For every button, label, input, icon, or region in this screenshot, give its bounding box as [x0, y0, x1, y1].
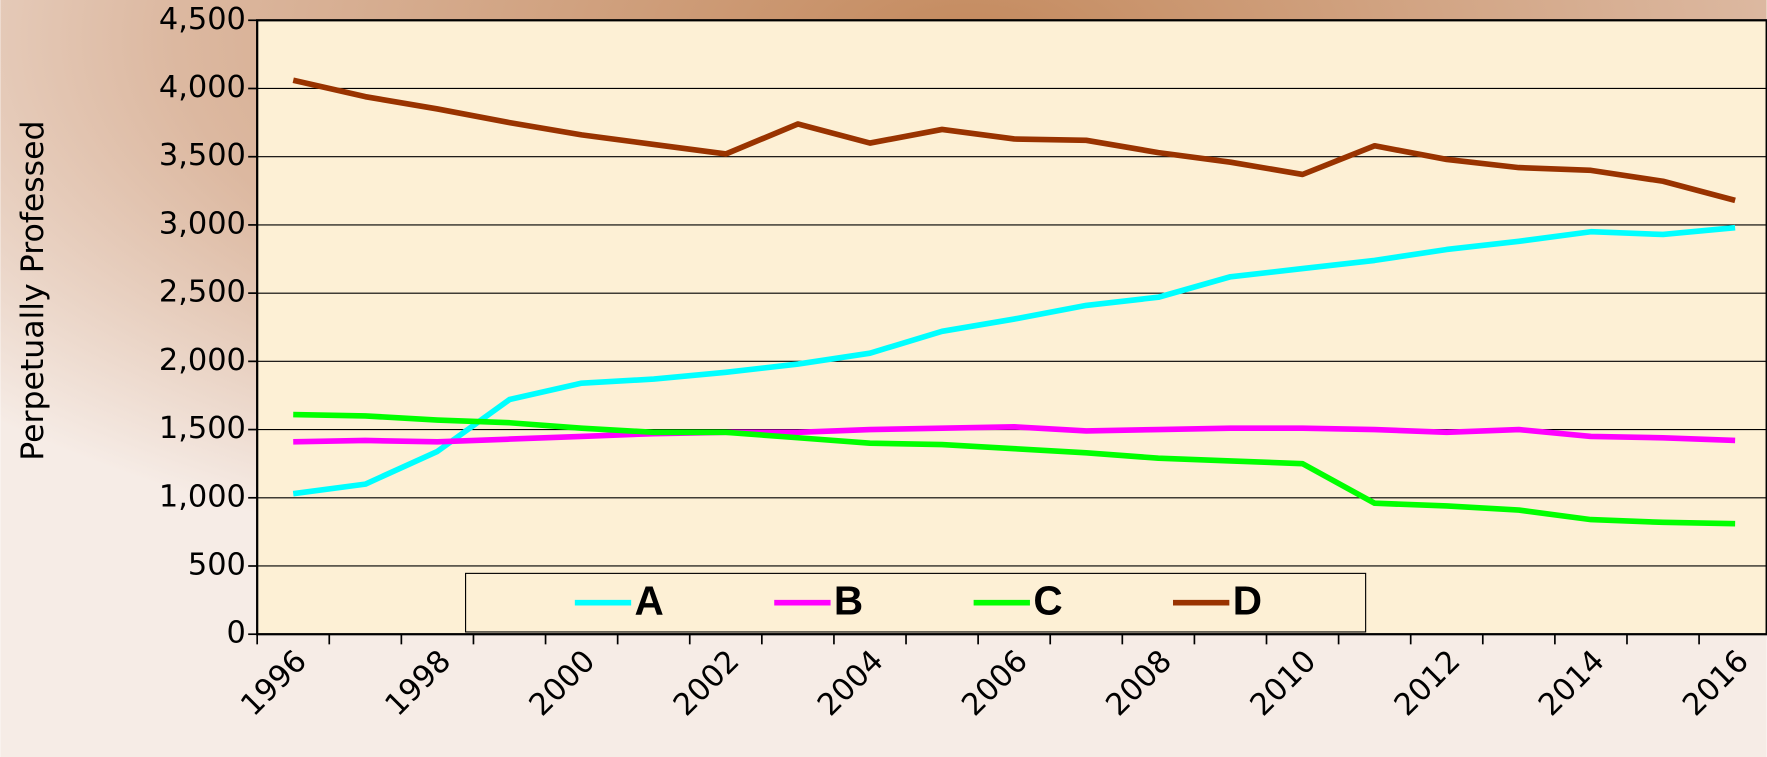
legend-label: B [834, 578, 863, 624]
y-tick-label: 4,000 [159, 70, 246, 105]
legend-label: D [1233, 578, 1262, 624]
y-tick-label: 500 [188, 547, 246, 582]
y-tick-label: 2,000 [159, 343, 246, 378]
series-line [292, 224, 1736, 497]
series-line [292, 77, 1736, 204]
y-tick-label: 3,000 [159, 206, 246, 241]
series-line [293, 424, 1736, 445]
legend-label: A [635, 578, 664, 624]
y-tick-label: 1,500 [159, 411, 246, 446]
plot-area [256, 19, 1767, 636]
legend-label: C [1033, 578, 1062, 624]
y-tick-label: 4,500 [159, 2, 246, 37]
y-tick-label: 0 [227, 616, 246, 651]
y-tick-label: 1,000 [159, 479, 246, 514]
y-tick-label: 3,500 [159, 138, 246, 173]
y-tick-label: 2,500 [159, 275, 246, 310]
series-line [293, 411, 1736, 527]
y-axis-label: Perpetually Professed [15, 120, 51, 460]
